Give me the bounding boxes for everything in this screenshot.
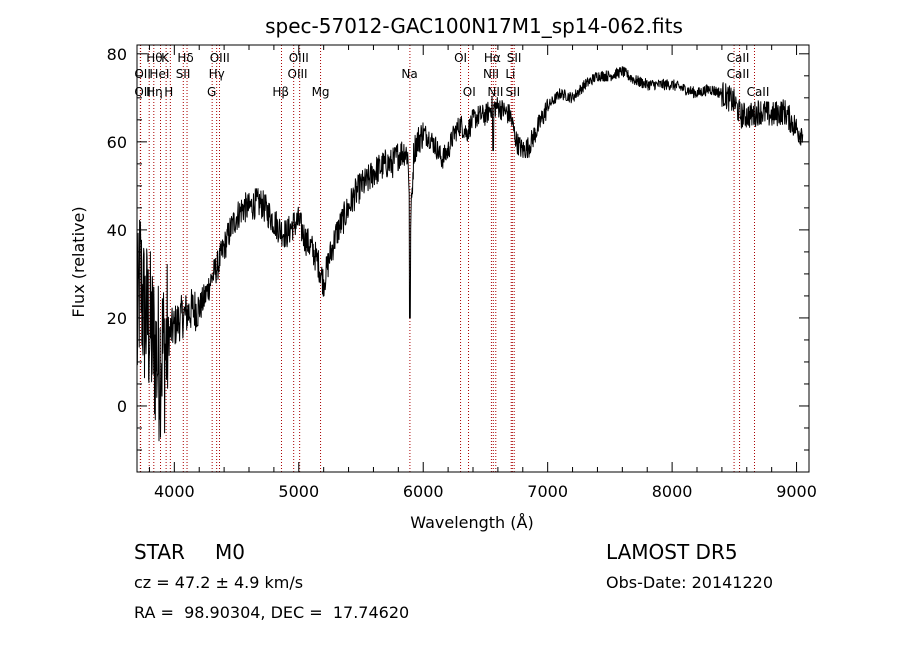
chart-title: spec-57012-GAC100N17M1_sp14-062.fits: [265, 14, 683, 38]
x-tick-label: 4000: [154, 482, 195, 501]
object-class: STAR M0: [134, 540, 245, 564]
y-tick-label: 40: [107, 221, 127, 240]
object-class-label: STAR: [134, 540, 185, 564]
x-tick-label: 7000: [527, 482, 568, 501]
spectral-line-label: Hθ: [146, 51, 162, 65]
spectral-line-label: HeI: [149, 67, 169, 81]
y-tick-label: 80: [107, 45, 127, 64]
spectral-line-label: Li: [505, 67, 515, 81]
x-tick-label: 6000: [403, 482, 444, 501]
spectral-line-label: Na: [401, 67, 417, 81]
x-tick-label: 9000: [776, 482, 817, 501]
spectral-line-label: OI: [454, 51, 467, 65]
x-axis-label: Wavelength (Å): [410, 513, 533, 532]
spectral-line-label: OIII: [289, 51, 309, 65]
spectral-line-label: Hη: [146, 85, 163, 99]
x-tick-label: 5000: [278, 482, 319, 501]
x-tick-label: 8000: [652, 482, 693, 501]
spectral-line-label: K: [161, 51, 170, 65]
spectral-line-label: SII: [176, 67, 191, 81]
spectral-line-label: SII: [507, 51, 522, 65]
redshift-velocity: cz = 47.2 ± 4.9 km/s: [134, 573, 304, 592]
y-tick-label: 20: [107, 309, 127, 328]
y-axis: 0 20 40 60 80: [107, 45, 809, 451]
subclass-label: M0: [214, 540, 245, 564]
x-axis: 4000 5000 6000 7000 8000 9000: [148, 45, 817, 501]
spectral-line-label: OIII: [210, 51, 230, 65]
y-tick-label: 0: [117, 397, 127, 416]
spectral-line-label: OII: [134, 67, 151, 81]
survey-name: LAMOST DR5: [606, 540, 738, 564]
y-tick-label: 60: [107, 133, 127, 152]
spectral-line-label: NII: [487, 85, 503, 99]
coordinates: RA = 98.90304, DEC = 17.74620: [134, 603, 410, 622]
spectral-line-label: SII: [505, 85, 520, 99]
spectral-line-label: Mg: [312, 85, 330, 99]
observation-date: Obs-Date: 20141220: [606, 573, 774, 592]
spectral-line-label: Hδ: [177, 51, 193, 65]
spectral-line-label: OIII: [288, 67, 308, 81]
spectral-line-label: NII: [483, 67, 499, 81]
spectral-line-label: Hα: [484, 51, 501, 65]
spectrum-line: [136, 66, 804, 442]
spectral-line-label: OII: [134, 85, 151, 99]
spectral-line-label: OI: [463, 85, 476, 99]
spectral-line-label: Hγ: [209, 67, 225, 81]
spectral-line-label: Hβ: [272, 85, 289, 99]
spectral-line-label: CaII: [727, 51, 750, 65]
spectral-line-label: CaII: [747, 85, 770, 99]
spectral-line-markers: [139, 45, 755, 472]
spectral-line-label: CaII: [727, 67, 750, 81]
spectral-line-label: H: [164, 85, 173, 99]
y-axis-label: Flux (relative): [69, 206, 88, 317]
spectral-line-label: G: [207, 85, 216, 99]
